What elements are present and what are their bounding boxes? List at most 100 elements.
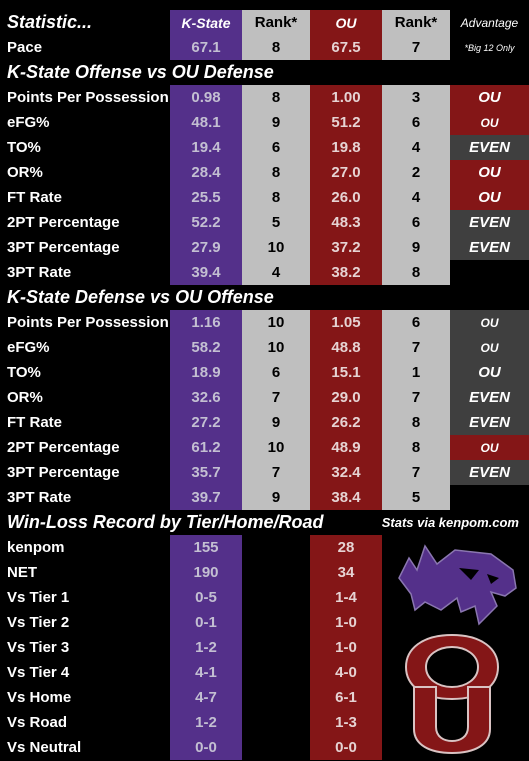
ou-value: 48.3 (310, 210, 382, 235)
advantage-badge: OU (450, 185, 529, 210)
advantage-badge (450, 260, 529, 285)
header-kstate-rank: Rank* (242, 10, 310, 35)
ou-value: 38.4 (310, 485, 382, 510)
record-row: Vs Neutral 0-0 0-0 (0, 735, 529, 760)
kstate-rank: 6 (242, 135, 310, 160)
record-row: Vs Road 1-2 1-3 (0, 710, 529, 735)
ou-value: 1.00 (310, 85, 382, 110)
kstate-value: 28.4 (170, 160, 242, 185)
blank-cell (242, 710, 310, 735)
advantage-badge: OU (450, 360, 529, 385)
kstate-value: 39.4 (170, 260, 242, 285)
ou-record: 28 (310, 535, 382, 560)
stat-label: eFG% (7, 339, 50, 356)
stat-label: TO% (7, 364, 41, 381)
advantage-badge: EVEN (450, 385, 529, 410)
kstate-value: 19.4 (170, 135, 242, 160)
kstate-record: 190 (170, 560, 242, 585)
ou-record: 0-0 (310, 735, 382, 760)
kstate-value: 1.16 (170, 310, 242, 335)
ou-value: 15.1 (310, 360, 382, 385)
advantage-badge: EVEN (450, 210, 529, 235)
offense-row: eFG% 48.1 9 51.2 6 OU (0, 110, 529, 135)
offense-row: Points Per Possession 0.98 8 1.00 3 OU (0, 85, 529, 110)
section-defense-header: K-State Defense vs OU Offense (0, 285, 529, 310)
header-kstate: K-State (170, 10, 242, 35)
kstate-record: 0-5 (170, 585, 242, 610)
blank-cell (242, 560, 310, 585)
ou-rank: 6 (382, 110, 450, 135)
defense-row: TO% 18.9 6 15.1 1 OU (0, 360, 529, 385)
stat-label: 2PT Percentage (7, 439, 120, 456)
pace-kstate: 67.1 (170, 35, 242, 60)
blank-cell (242, 685, 310, 710)
ou-rank: 8 (382, 435, 450, 460)
kstate-record: 0-0 (170, 735, 242, 760)
ou-rank: 7 (382, 335, 450, 360)
defense-row: eFG% 58.2 10 48.8 7 OU (0, 335, 529, 360)
stat-label: 3PT Rate (7, 264, 72, 281)
ou-logo (404, 633, 500, 755)
ou-value: 37.2 (310, 235, 382, 260)
ou-rank: 5 (382, 485, 450, 510)
blank-cell (242, 585, 310, 610)
kstate-value: 0.98 (170, 85, 242, 110)
header-advantage: Advantage (460, 15, 519, 30)
ou-rank: 1 (382, 360, 450, 385)
kstate-value: 18.9 (170, 360, 242, 385)
ou-record: 1-0 (310, 610, 382, 635)
kstate-rank: 7 (242, 385, 310, 410)
ou-value: 19.8 (310, 135, 382, 160)
offense-row: 3PT Percentage 27.9 10 37.2 9 EVEN (0, 235, 529, 260)
header-ou: OU (310, 10, 382, 35)
record-label: Vs Tier 3 (7, 639, 70, 656)
ou-rank: 9 (382, 235, 450, 260)
offense-row: 3PT Rate 39.4 4 38.2 8 (0, 260, 529, 285)
kstate-record: 0-1 (170, 610, 242, 635)
blank-cell (242, 735, 310, 760)
record-label: Vs Neutral (7, 739, 82, 756)
record-label: kenpom (7, 539, 65, 556)
section-record-title: Win-Loss Record by Tier/Home/Road (7, 512, 324, 532)
kstate-rank: 8 (242, 185, 310, 210)
ou-record: 6-1 (310, 685, 382, 710)
stat-label: OR% (7, 164, 43, 181)
section-defense-title: K-State Defense vs OU Offense (7, 287, 274, 307)
ou-rank: 7 (382, 460, 450, 485)
ou-rank: 3 (382, 85, 450, 110)
stat-label: Points Per Possession (7, 89, 169, 106)
kstate-record: 1-2 (170, 710, 242, 735)
record-row: Vs Tier 1 0-5 1-4 (0, 585, 529, 610)
ou-rank: 6 (382, 210, 450, 235)
kstate-value: 52.2 (170, 210, 242, 235)
ou-rank: 4 (382, 135, 450, 160)
section-offense-header: K-State Offense vs OU Defense (0, 60, 529, 85)
offense-row: TO% 19.4 6 19.8 4 EVEN (0, 135, 529, 160)
record-label: Vs Tier 4 (7, 664, 70, 681)
record-label: Vs Tier 2 (7, 614, 70, 631)
ou-record: 1-3 (310, 710, 382, 735)
advantage-badge: OU (450, 85, 529, 110)
pace-ou-rank: 7 (382, 35, 450, 60)
advantage-badge: OU (450, 110, 529, 135)
stat-label: 3PT Percentage (7, 464, 120, 481)
record-row: Vs Tier 2 0-1 1-0 (0, 610, 529, 635)
blank-cell (242, 660, 310, 685)
defense-row: FT Rate 27.2 9 26.2 8 EVEN (0, 410, 529, 435)
advantage-badge: EVEN (450, 235, 529, 260)
kstate-rank: 4 (242, 260, 310, 285)
record-label: Vs Tier 1 (7, 589, 70, 606)
ou-record: 4-0 (310, 660, 382, 685)
kstate-record: 155 (170, 535, 242, 560)
blank-cell (242, 535, 310, 560)
advantage-badge: OU (450, 435, 529, 460)
kstate-rank: 6 (242, 360, 310, 385)
pace-kstate-rank: 8 (242, 35, 310, 60)
ou-rank: 4 (382, 185, 450, 210)
defense-row: 3PT Rate 39.7 9 38.4 5 (0, 485, 529, 510)
stat-label: 2PT Percentage (7, 214, 120, 231)
ou-rank: 8 (382, 260, 450, 285)
section-offense-title: K-State Offense vs OU Defense (7, 62, 274, 82)
advantage-badge: OU (450, 335, 529, 360)
ou-value: 26.2 (310, 410, 382, 435)
